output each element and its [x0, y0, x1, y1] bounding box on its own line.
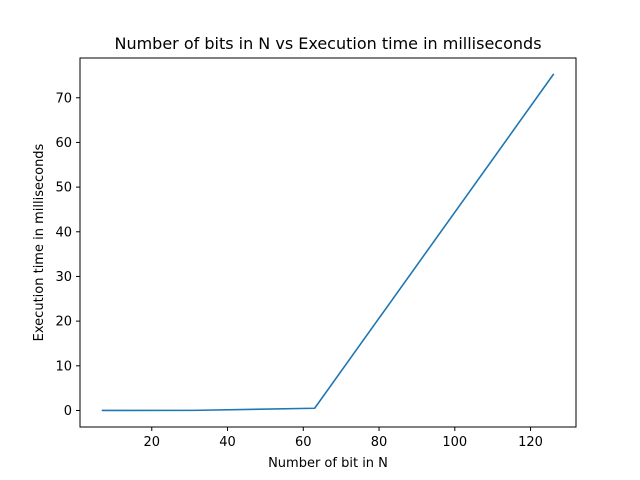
y-tick-label: 10 — [55, 359, 72, 374]
y-tick-label: 0 — [64, 404, 72, 419]
y-tick-label: 20 — [55, 315, 72, 330]
y-tick-label: 40 — [55, 225, 72, 240]
y-tick-label: 70 — [55, 91, 72, 106]
x-tick-label: 60 — [295, 435, 312, 450]
x-tick-label: 20 — [144, 435, 161, 450]
x-tick-label: 40 — [219, 435, 236, 450]
y-tick-label: 50 — [55, 181, 72, 196]
axes-frame — [79, 57, 577, 428]
chart-title: Number of bits in N vs Execution time in… — [114, 34, 541, 53]
series-line-0 — [101, 73, 555, 412]
y-axis-label: Execution time in milliseconds — [32, 143, 47, 341]
y-tick-label: 60 — [55, 136, 72, 151]
y-tick-label: 30 — [55, 270, 72, 285]
x-tick-label: 80 — [371, 435, 388, 450]
x-tick-label: 120 — [518, 435, 543, 450]
x-tick-label: 100 — [442, 435, 467, 450]
x-axis-label: Number of bit in N — [268, 456, 388, 471]
plot-area: 20 40 60 80 100 120 0 10 20 30 40 50 60 70 — [55, 73, 555, 450]
